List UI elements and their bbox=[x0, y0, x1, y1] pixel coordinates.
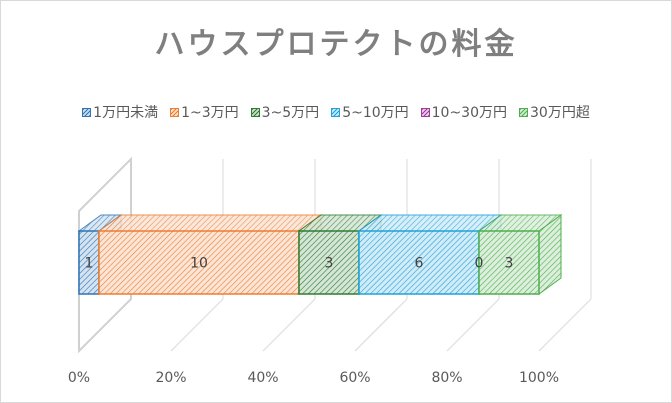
legend-swatch bbox=[331, 107, 341, 117]
gridline bbox=[446, 298, 500, 352]
legend-swatch bbox=[82, 107, 92, 117]
bar-top-face bbox=[357, 214, 503, 232]
legend-item: 1万円未満 bbox=[82, 102, 158, 122]
data-label: 3 bbox=[325, 256, 334, 272]
bar-front-face bbox=[98, 230, 300, 295]
data-label: 0 bbox=[475, 256, 484, 272]
data-label: 1 bbox=[85, 256, 94, 272]
data-label: 3 bbox=[505, 256, 514, 272]
legend-item: 3~5万円 bbox=[250, 102, 320, 122]
bar-top-face bbox=[97, 214, 323, 232]
legend-label: 1万円未満 bbox=[93, 105, 159, 121]
gridline bbox=[354, 298, 408, 352]
legend-swatch bbox=[519, 107, 528, 117]
legend-item: 30万円超 bbox=[519, 102, 590, 122]
x-tick-label: 80% bbox=[431, 370, 462, 386]
legend-label: 30万円超 bbox=[530, 105, 590, 121]
legend-item: 1~3万円 bbox=[170, 102, 239, 122]
legend-swatch bbox=[170, 107, 180, 117]
bar-front-face bbox=[478, 230, 540, 295]
legend-label: 5~10万円 bbox=[342, 105, 409, 121]
x-tick-label: 100% bbox=[519, 370, 559, 386]
data-label: 6 bbox=[415, 256, 424, 272]
legend-label: 3~5万円 bbox=[261, 105, 320, 121]
bar-front-face bbox=[358, 230, 480, 295]
legend-item: 5~10万円 bbox=[331, 102, 409, 122]
legend-swatch bbox=[420, 107, 430, 117]
x-tick-label: 0% bbox=[68, 370, 90, 386]
legend-swatch bbox=[250, 107, 260, 117]
data-label: 10 bbox=[190, 256, 208, 272]
x-tick-label: 20% bbox=[155, 370, 186, 386]
legend-label: 10~30万円 bbox=[431, 105, 507, 121]
x-tick-label: 60% bbox=[339, 370, 370, 386]
gridline bbox=[538, 298, 592, 352]
gridline bbox=[170, 298, 224, 352]
chart-title: ハウスプロテクトの料金 bbox=[154, 27, 518, 62]
x-tick-label: 40% bbox=[247, 370, 278, 386]
bar-front-face bbox=[298, 230, 360, 295]
legend-label: 1~3万円 bbox=[181, 105, 239, 121]
bar-segment bbox=[97, 214, 323, 295]
gridline bbox=[262, 298, 316, 352]
bar-segment bbox=[477, 214, 563, 295]
legend: 1万円未満 1~3万円 3~5万円 5~10万円 10~30万円 30万円超 bbox=[1, 102, 671, 122]
legend-item: 10~30万円 bbox=[420, 102, 507, 122]
